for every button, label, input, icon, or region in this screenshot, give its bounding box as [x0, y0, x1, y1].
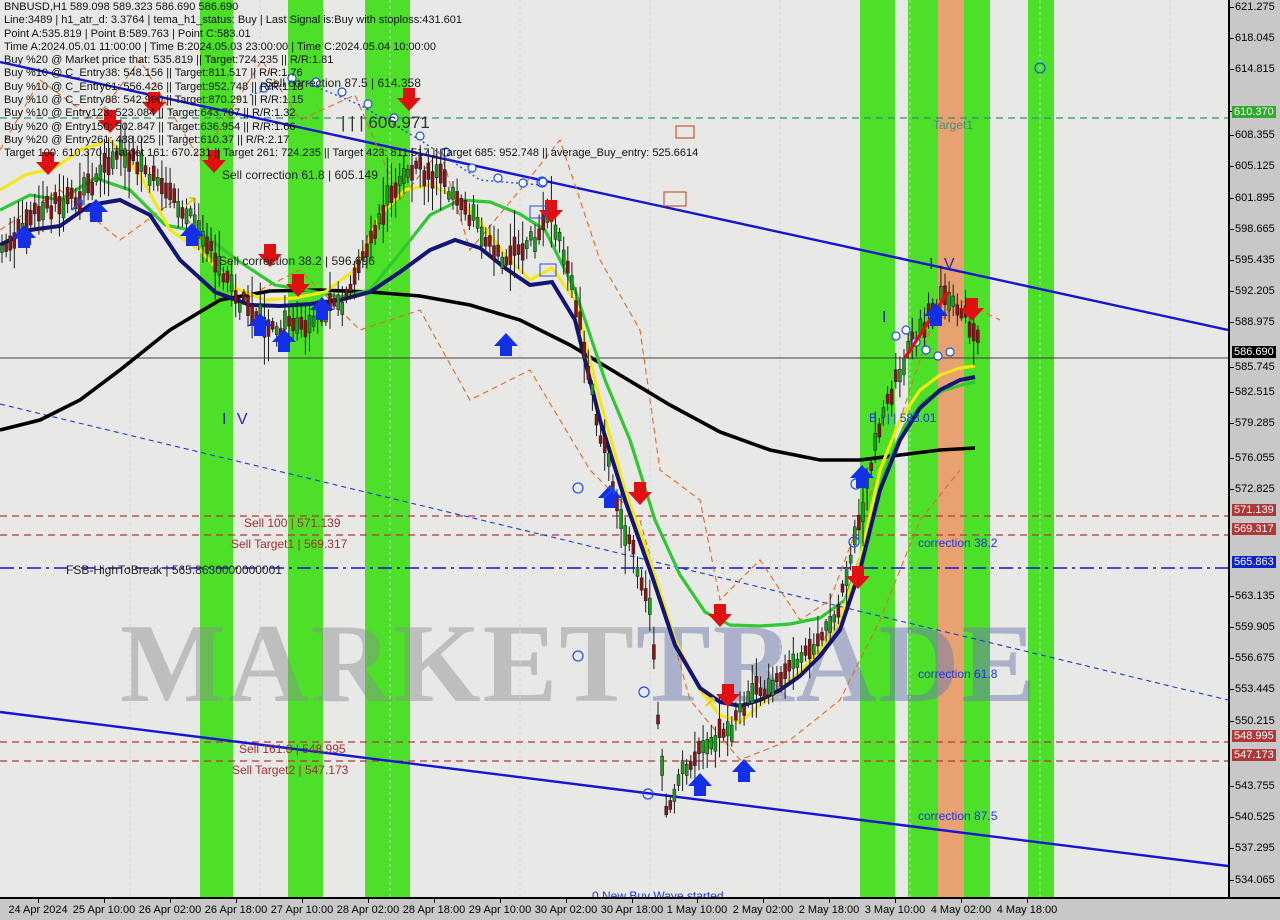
time-scale[interactable]: 24 Apr 2024 25 Apr 10:00 26 Apr 02:00 26 Ap… — [0, 897, 1280, 920]
time-tick-label: 4 May 02:00 — [930, 904, 992, 916]
time-tick-mark — [763, 899, 764, 903]
price-tick: 556.675 — [1230, 652, 1275, 664]
time-tick-label: 2 May 02:00 — [732, 904, 794, 916]
annotation-roman-iv-right: I V — [929, 256, 958, 273]
time-tick-mark — [895, 899, 896, 903]
chart-graphics — [0, 0, 1228, 897]
price-tick: 572.825 — [1230, 483, 1275, 495]
annotation-sell-100: Sell 100 | 571.139 — [244, 516, 341, 530]
price-label-red[interactable]: 548.995 — [1232, 730, 1276, 742]
time-tick-label: 4 May 18:00 — [996, 904, 1058, 916]
price-tick: 582.515 — [1230, 386, 1275, 398]
price-label-red[interactable]: 569.317 — [1232, 523, 1276, 535]
annotation-sell-correction-38-2: Sell correction 38.2 | 596.696 — [219, 254, 375, 268]
price-label-black[interactable]: 586.690 — [1232, 346, 1276, 358]
price-tick: 550.215 — [1230, 715, 1275, 727]
price-tick: 618.045 — [1230, 32, 1275, 44]
annotation-correction-61-8: correction 61.8 — [918, 667, 998, 681]
price-tick: 563.135 — [1230, 590, 1275, 602]
price-tick: 608.355 — [1230, 129, 1275, 141]
price-tick: 534.065 — [1230, 874, 1275, 886]
time-tick-mark — [566, 899, 567, 903]
annotation-new-buy-wave: 0 New Buy Wave started — [592, 889, 724, 897]
price-tick: 601.895 — [1230, 192, 1275, 204]
time-tick-mark — [302, 899, 303, 903]
annotation-wave-label-583: B | | | 583.01 — [869, 411, 937, 425]
annotation-sell-correction-87-5: Sell correction 87.5 | 614.358 — [265, 76, 421, 90]
price-label-red[interactable]: 547.173 — [1232, 749, 1276, 761]
time-tick-label: 28 Apr 02:00 — [336, 904, 400, 916]
time-tick-label: 30 Apr 02:00 — [534, 904, 598, 916]
time-tick-mark — [170, 899, 171, 903]
price-tick: 585.745 — [1230, 361, 1275, 373]
annotation-sell-correction-61-8: Sell correction 61.8 | 605.149 — [222, 168, 378, 182]
time-tick-label: 1 May 10:00 — [666, 904, 728, 916]
price-tick: 592.205 — [1230, 285, 1275, 297]
price-tick: 605.125 — [1230, 160, 1275, 172]
time-tick-mark — [368, 899, 369, 903]
time-tick-mark — [104, 899, 105, 903]
price-label-green[interactable]: 610.370 — [1232, 106, 1276, 118]
time-tick-label: 2 May 18:00 — [798, 904, 860, 916]
price-tick: 614.815 — [1230, 63, 1275, 75]
price-tick: 588.975 — [1230, 316, 1275, 328]
annotation-sell-target1: Sell Target1 | 569.317 — [231, 537, 348, 551]
price-tick: 537.295 — [1230, 842, 1275, 854]
price-tick: 559.905 — [1230, 621, 1275, 633]
price-tick: 595.435 — [1230, 254, 1275, 266]
chart-plot-area[interactable]: MARKETTRADE — [0, 0, 1228, 897]
time-tick-mark — [38, 899, 39, 903]
price-tick: 543.755 — [1230, 780, 1275, 792]
price-tick: 579.285 — [1230, 417, 1275, 429]
price-tick: 553.445 — [1230, 683, 1275, 695]
time-tick-mark — [829, 899, 830, 903]
annotation-correction-38-2: correction 38.2 — [918, 536, 998, 550]
annotation-target1-label: Target1 — [933, 118, 974, 132]
annotation-roman-iv-left: I V — [222, 411, 251, 428]
price-tick: 598.665 — [1230, 223, 1275, 235]
annotation-roman-i-right: I — [882, 309, 890, 326]
time-tick-label: 29 Apr 10:00 — [468, 904, 532, 916]
time-tick-mark — [500, 899, 501, 903]
annotation-wave-label-606: | | | 606.971 — [341, 113, 430, 132]
price-tick: 621.275 — [1230, 1, 1275, 13]
annotation-sell-target2: Sell Target2 | 547.173 — [232, 763, 349, 777]
price-label-blue[interactable]: 565.863 — [1232, 556, 1276, 568]
time-tick-mark — [961, 899, 962, 903]
price-tick: 540.525 — [1230, 811, 1275, 823]
time-tick-label: 28 Apr 18:00 — [402, 904, 466, 916]
time-tick-mark — [236, 899, 237, 903]
time-tick-label: 27 Apr 10:00 — [270, 904, 334, 916]
annotation-correction-87-5: correction 87.5 — [918, 809, 998, 823]
time-tick-mark — [434, 899, 435, 903]
time-tick-mark — [697, 899, 698, 903]
time-tick-mark — [1027, 899, 1028, 903]
price-tick: 576.055 — [1230, 452, 1275, 464]
time-tick-label: 30 Apr 18:00 — [600, 904, 664, 916]
time-tick-label: 26 Apr 02:00 — [138, 904, 202, 916]
time-tick-label: 3 May 10:00 — [864, 904, 926, 916]
time-tick-label: 24 Apr 2024 — [8, 904, 68, 916]
time-tick-label: 25 Apr 10:00 — [72, 904, 136, 916]
time-tick-label: 26 Apr 18:00 — [204, 904, 268, 916]
annotation-fsb-high-to-break: FSB-HighToBreak | 565.8630000000001 — [66, 563, 282, 577]
time-tick-mark — [632, 899, 633, 903]
annotation-sell-161-8: Sell 161.8 | 548.995 — [239, 742, 346, 756]
price-scale[interactable]: 621.275618.045614.815611.585608.355605.1… — [1228, 0, 1280, 897]
price-label-red[interactable]: 571.139 — [1232, 504, 1276, 516]
